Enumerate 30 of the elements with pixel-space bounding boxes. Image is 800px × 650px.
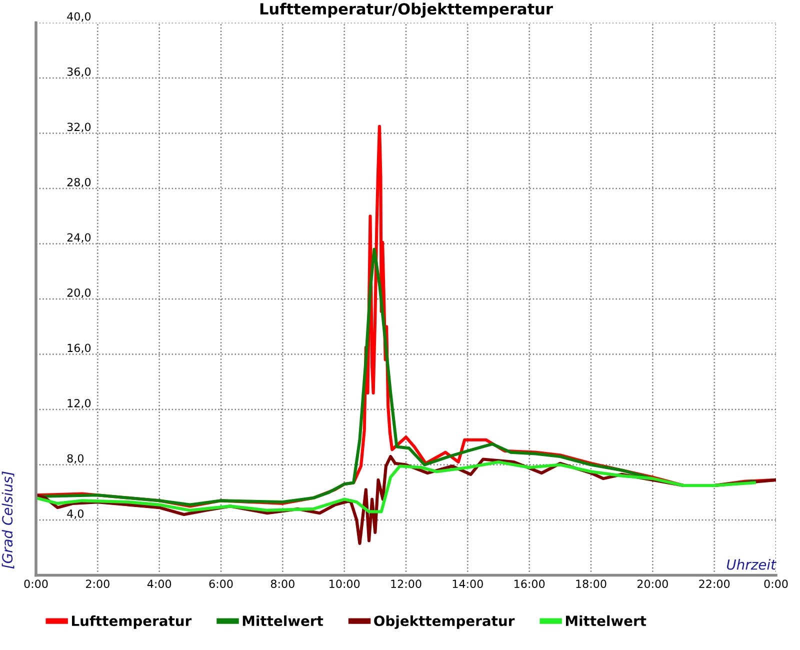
x-tick-label: 4:00 (147, 580, 172, 588)
y-tick-label: 24,0 (67, 233, 91, 243)
x-tick-label: 12:00 (391, 580, 422, 588)
chart-title: Lufttemperatur/Objekttemperatur (260, 2, 553, 18)
x-tick-label: 20:00 (637, 580, 668, 588)
y-tick-label: 36,0 (67, 67, 91, 77)
y-axis-title: [Grad Celsius] (2, 472, 14, 569)
x-tick-label: 14:00 (452, 580, 483, 588)
x-tick-label: 8:00 (270, 580, 294, 588)
x-tick-label: 6:00 (209, 580, 233, 588)
y-tick-label: 40,0 (67, 12, 91, 22)
x-tick-label: 22:00 (699, 580, 730, 588)
x-tick-label: 10:00 (330, 580, 360, 588)
y-tick-label: 4,0 (67, 509, 84, 519)
y-tick-label: 28,0 (67, 178, 91, 188)
legend-label: Mittelwert (566, 615, 646, 626)
x-tick-label: 0:00 (24, 580, 48, 588)
x-axis-title: Uhrzeit (726, 559, 776, 570)
x-tick-label: 18:00 (576, 580, 606, 588)
legend-label: Lufttemperatur (72, 615, 192, 629)
y-tick-label: 20,0 (67, 288, 91, 298)
y-tick-label: 16,0 (68, 344, 91, 354)
x-tick-label: 0:00 (764, 580, 788, 588)
legend-label: Objekttemperatur (374, 615, 515, 629)
x-tick-label: 16:00 (514, 580, 545, 588)
y-tick-label: 8,0 (67, 454, 84, 464)
x-tick-label: 2:00 (86, 580, 110, 588)
y-tick-label: 32,0 (67, 122, 91, 132)
legend-label: Mittelwert (242, 615, 324, 626)
y-tick-label: 12,0 (68, 398, 91, 408)
